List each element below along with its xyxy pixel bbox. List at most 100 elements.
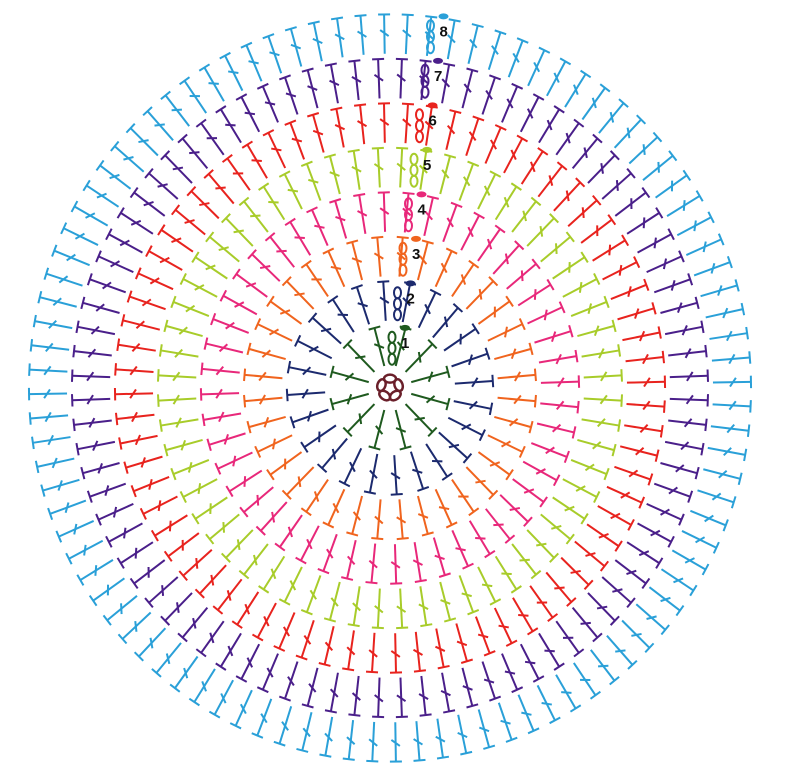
stitch-top — [504, 534, 516, 544]
stitch-top — [179, 76, 191, 86]
stitch-top — [514, 240, 525, 251]
stitch-top — [530, 196, 542, 207]
stitch-top — [427, 426, 438, 437]
stitch-top — [262, 33, 275, 40]
stitch-top — [327, 295, 339, 304]
stitch-slash — [95, 303, 105, 312]
stitch-top — [221, 153, 233, 163]
stitch-top — [644, 642, 655, 653]
stitch-top — [319, 753, 332, 758]
stitch-top — [730, 496, 737, 509]
stitch-slash — [728, 353, 736, 365]
stitch-top — [273, 645, 286, 652]
stitch-slash — [390, 739, 401, 747]
stitch-slash — [424, 31, 434, 40]
stitch-top — [620, 369, 623, 382]
stitch-slash — [332, 502, 340, 514]
stitch-top — [254, 445, 262, 458]
stitch-top — [239, 506, 249, 518]
stitch-top — [471, 323, 480, 335]
stitch-top — [116, 338, 121, 351]
stitch-slash — [236, 539, 241, 551]
stitch-slash — [86, 394, 94, 405]
stitch-slash — [425, 395, 436, 404]
stitch-slash — [489, 461, 501, 467]
stitch-slash — [402, 207, 412, 217]
stitch-slash — [493, 523, 504, 527]
stitch-top — [667, 228, 675, 241]
stitch-top — [256, 82, 269, 90]
stitch-slash — [503, 196, 510, 208]
stitch-slash — [52, 297, 62, 306]
stitch-top — [546, 278, 555, 291]
stitch-top — [246, 342, 252, 356]
slip-stitch — [411, 235, 421, 242]
stitch-slash — [261, 349, 271, 358]
stitch-top — [278, 695, 291, 702]
stitch-top — [274, 542, 286, 552]
stitch-top — [484, 347, 491, 360]
stitch-top — [72, 418, 76, 432]
stitch-slash — [639, 423, 649, 433]
stitch-top — [589, 690, 601, 700]
stitch-slash — [134, 547, 138, 559]
stitch-slash — [201, 681, 207, 692]
round-label: 1 — [401, 335, 409, 352]
stitch-slash — [228, 70, 239, 74]
stitch-top — [75, 320, 80, 334]
stitch-top — [488, 276, 499, 287]
stitch-slash — [334, 124, 345, 131]
stitch-top — [160, 150, 171, 161]
chain — [415, 108, 424, 122]
stitch-top — [139, 507, 147, 520]
stitch-top — [186, 186, 197, 197]
stitch-top — [429, 288, 442, 297]
stitch-top — [678, 513, 685, 526]
stitch-slash — [580, 621, 591, 625]
stitch-slash — [541, 702, 552, 706]
stitch-slash — [418, 693, 429, 701]
stitch-top — [114, 363, 117, 376]
stitch-slash — [66, 253, 76, 262]
stitch-slash — [312, 37, 323, 45]
chain — [409, 163, 419, 177]
stitch-top — [251, 633, 264, 642]
stitch-slash — [598, 348, 605, 359]
stitch-slash — [561, 691, 572, 694]
stitch-slash — [704, 514, 714, 523]
stitch-slash — [440, 689, 451, 697]
stitch-top — [179, 491, 187, 503]
stitch-slash — [615, 180, 619, 191]
slip-stitch — [438, 13, 449, 20]
stitch-slash — [225, 321, 235, 330]
stitch-slash — [478, 726, 490, 733]
stitch-slash — [102, 281, 112, 290]
stitch-top — [717, 233, 725, 246]
stitch-slash — [258, 371, 267, 382]
stitch-top — [655, 207, 664, 219]
stitch-top — [80, 296, 86, 310]
stitch-top — [569, 704, 582, 713]
stitch-slash — [543, 309, 548, 321]
stitch-top — [51, 244, 58, 257]
stitch-slash — [446, 124, 456, 135]
stitch-top — [593, 273, 601, 285]
stitch-slash — [722, 307, 729, 319]
stitch-top — [468, 507, 480, 517]
stitch-top — [576, 400, 580, 414]
stitch-top — [614, 540, 623, 552]
stitch-slash — [215, 388, 223, 399]
stitch-top — [86, 490, 93, 503]
stitch-top — [105, 535, 113, 548]
stitch-top — [700, 442, 705, 456]
stitch-slash — [92, 440, 99, 451]
stitch-slash — [419, 75, 429, 84]
stitch-top — [200, 362, 204, 376]
stitch-slash — [506, 98, 514, 109]
slip-stitch — [416, 191, 427, 198]
stitch-slash — [45, 342, 54, 353]
stitch-top — [421, 239, 434, 245]
chain — [409, 152, 419, 166]
stitch-top — [460, 750, 473, 756]
stitch-slash — [58, 275, 69, 284]
